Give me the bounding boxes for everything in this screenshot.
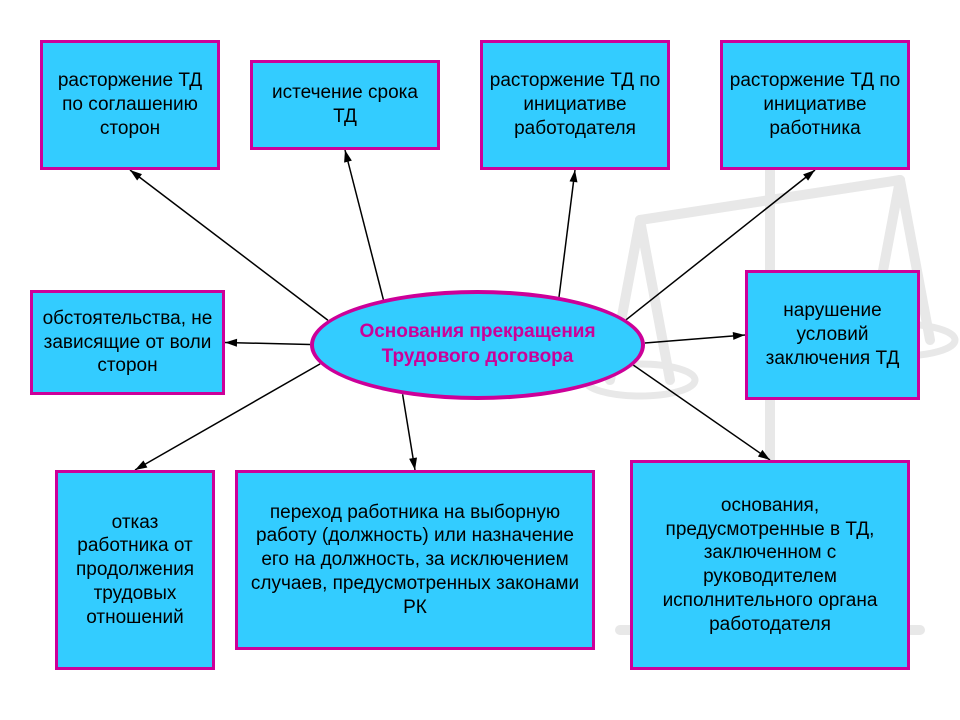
node-n6: нарушение условий заключения ТД (745, 270, 920, 400)
node-label: расторжение ТД по инициативе работника (729, 69, 901, 140)
node-n9: основания, предусмотренные в ТД, заключе… (630, 460, 910, 670)
node-label: нарушение условий заключения ТД (754, 299, 911, 370)
node-n2: истечение срока ТД (250, 60, 440, 150)
node-n5: обстоятельства, не зависящие от воли сто… (30, 290, 225, 395)
node-label: основания, предусмотренные в ТД, заключе… (639, 494, 901, 637)
central-node: Основания прекращения Трудового договора (310, 290, 645, 400)
central-node-label: Основания прекращения Трудового договора (314, 320, 641, 369)
node-n3: расторжение ТД по инициативе работодател… (480, 40, 670, 170)
node-label: переход работника на выборную работу (до… (244, 501, 586, 620)
node-label: расторжение ТД по инициативе работодател… (489, 69, 661, 140)
diagram-canvas: Основания прекращения Трудового договора… (0, 0, 960, 720)
node-label: истечение срока ТД (259, 81, 431, 129)
node-label: расторжение ТД по соглашению сторон (49, 69, 211, 140)
node-n7: отказ работника от продолжения трудовых … (55, 470, 215, 670)
node-n8: переход работника на выборную работу (до… (235, 470, 595, 650)
node-label: отказ работника от продолжения трудовых … (64, 511, 206, 630)
node-n4: расторжение ТД по инициативе работника (720, 40, 910, 170)
node-n1: расторжение ТД по соглашению сторон (40, 40, 220, 170)
node-label: обстоятельства, не зависящие от воли сто… (39, 307, 216, 378)
